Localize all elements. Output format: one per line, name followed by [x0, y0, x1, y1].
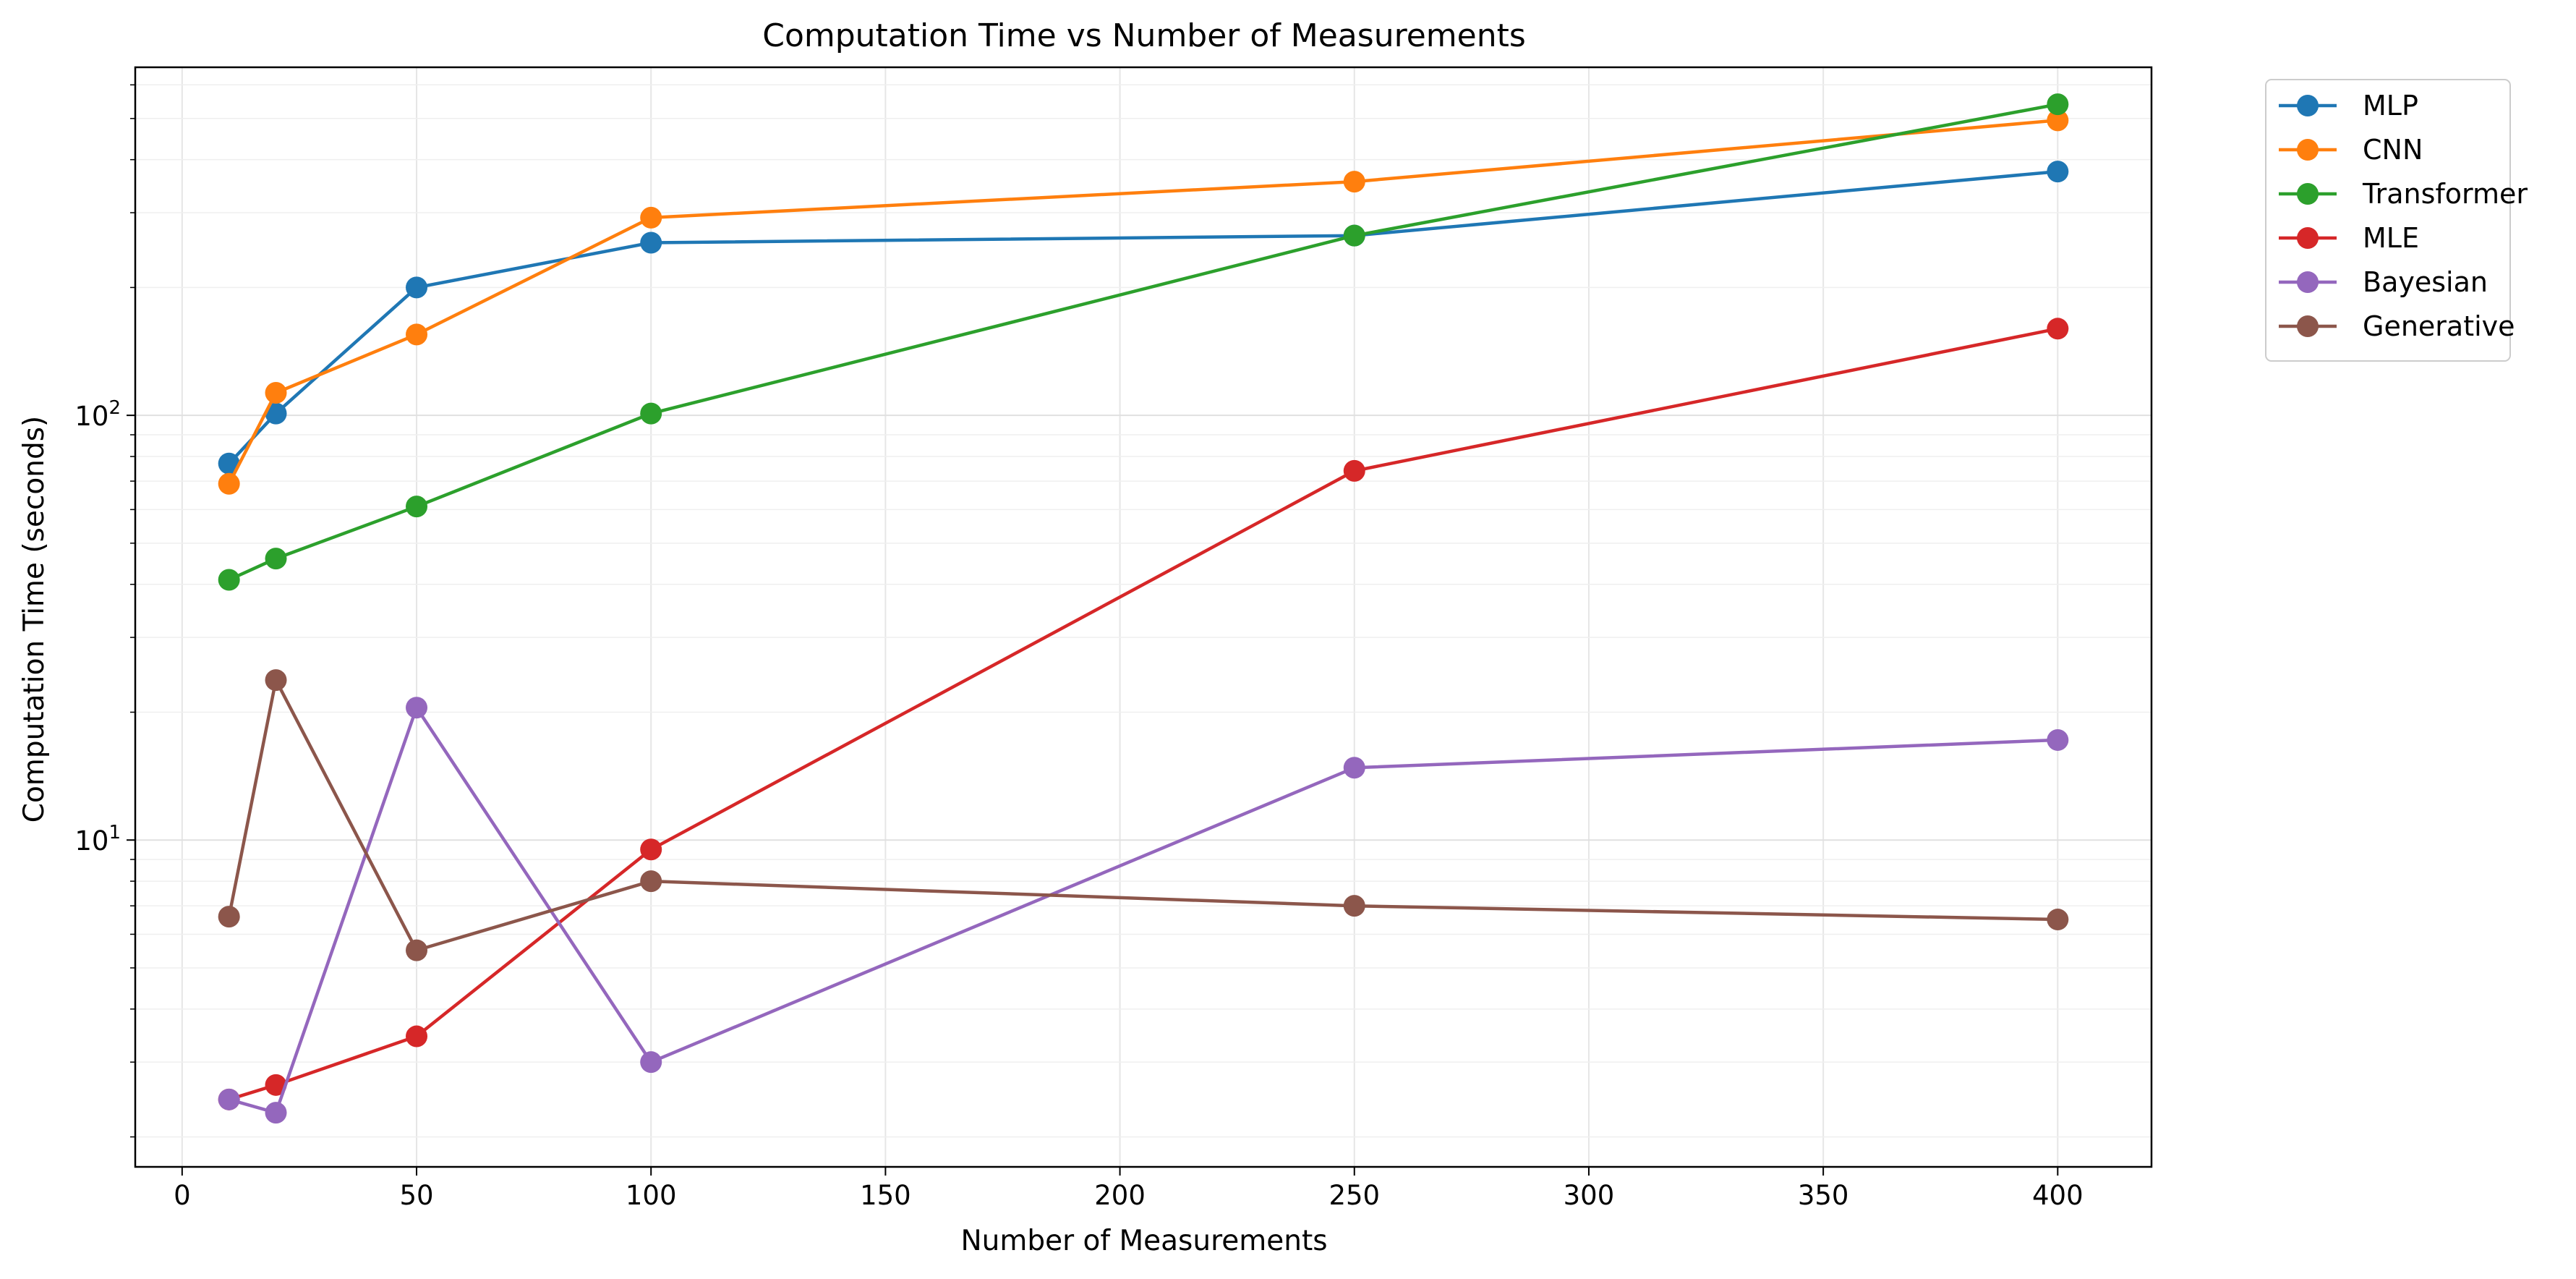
data-point-mlp [265, 402, 287, 425]
x-axis-label: Number of Measurements [960, 1225, 1327, 1257]
data-point-mle [1343, 459, 1365, 482]
x-tick-label: 300 [1564, 1180, 1615, 1211]
data-point-mlp [640, 231, 662, 254]
series-line-generative [227, 678, 2058, 952]
data-point-transformer [265, 548, 287, 570]
data-point-generative [218, 906, 240, 928]
data-point-mle [640, 838, 662, 861]
legend-item-generative: Generative [2279, 310, 2515, 342]
data-point-mle [406, 1025, 428, 1048]
data-point-transformer [218, 569, 240, 591]
legend-marker [2297, 315, 2319, 337]
series-line-cnn [227, 119, 2058, 485]
data-point-generative [1343, 895, 1365, 917]
data-point-transformer [406, 496, 428, 518]
legend-label: Bayesian [2363, 266, 2488, 298]
grid [135, 67, 2151, 1167]
legend-label: CNN [2363, 134, 2423, 166]
legend-item-mlp: MLP [2279, 90, 2418, 122]
series-layer [218, 93, 2069, 1124]
data-point-bayesian [265, 1102, 287, 1124]
data-point-cnn [640, 206, 662, 229]
legend-label: Transformer [2362, 178, 2528, 210]
legend-label: Generative [2363, 310, 2515, 342]
data-point-bayesian [406, 697, 428, 719]
plot-frame [134, 66, 2153, 1168]
legend-marker [2297, 95, 2319, 116]
series-bayesian [218, 697, 2069, 1124]
y-tick-label: 102 [74, 397, 121, 432]
data-point-transformer [2047, 93, 2069, 116]
data-point-cnn [406, 323, 428, 346]
x-tick-label: 50 [399, 1180, 433, 1211]
data-point-cnn [218, 472, 240, 495]
x-tick-label: 0 [174, 1180, 191, 1211]
x-tick-label: 200 [1094, 1180, 1146, 1211]
data-point-bayesian [218, 1088, 240, 1110]
data-point-bayesian [640, 1051, 662, 1074]
chart-title: Computation Time vs Number of Measuremen… [762, 17, 1526, 54]
ticks: 0 50 100 150 200 250 300 350 400 102 101 [74, 84, 2084, 1211]
data-point-cnn [265, 381, 287, 404]
series-cnn [218, 109, 2069, 495]
x-tick-label: 250 [1328, 1180, 1380, 1211]
legend-item-transformer: Transformer [2279, 178, 2528, 210]
legend-marker [2297, 183, 2319, 205]
data-point-bayesian [2047, 728, 2069, 751]
legend-marker [2297, 227, 2319, 249]
legend-marker [2297, 271, 2319, 293]
data-point-cnn [2047, 109, 2069, 132]
legend-label: MLP [2363, 90, 2418, 122]
data-point-mlp [2047, 161, 2069, 183]
data-point-mlp [218, 452, 240, 475]
data-point-mle [2047, 318, 2069, 340]
data-point-transformer [1343, 224, 1365, 247]
series-mle [218, 318, 2069, 1110]
legend-label: MLE [2363, 222, 2419, 254]
legend-item-bayesian: Bayesian [2279, 266, 2488, 298]
x-tick-label: 400 [2032, 1180, 2084, 1211]
data-point-cnn [1343, 171, 1365, 193]
series-transformer [218, 93, 2069, 591]
series-line-mlp [228, 169, 2058, 465]
data-point-mle [265, 1074, 287, 1096]
legend-marker [2297, 139, 2319, 161]
x-tick-label: 350 [1798, 1180, 1849, 1211]
x-tick-label: 100 [626, 1180, 677, 1211]
legend: MLP CNN Transformer MLE Bayesian Generative [2265, 79, 2528, 362]
legend-item-mle: MLE [2279, 222, 2419, 254]
data-point-generative [406, 939, 428, 961]
series-generative [218, 669, 2069, 961]
legend-item-cnn: CNN [2279, 134, 2423, 166]
y-axis-label: Computation Time (seconds) [18, 416, 51, 823]
data-point-bayesian [1343, 757, 1365, 779]
data-point-generative [640, 870, 662, 893]
y-tick-label: 101 [74, 822, 121, 857]
data-point-generative [265, 669, 287, 692]
data-point-mlp [406, 276, 428, 299]
data-point-generative [2047, 909, 2069, 931]
data-point-transformer [640, 402, 662, 425]
x-tick-label: 150 [860, 1180, 911, 1211]
